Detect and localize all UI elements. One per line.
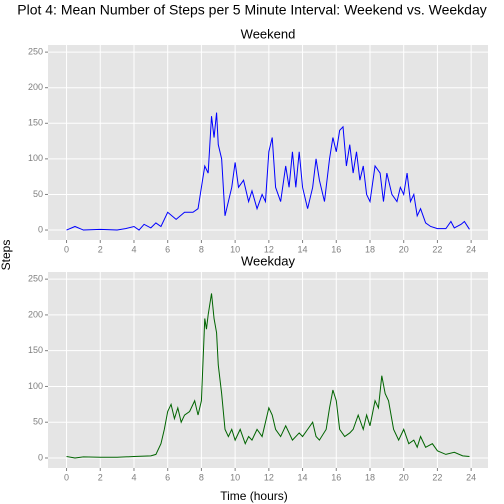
y-tick-label: 0 — [38, 224, 43, 234]
x-tick-label: 10 — [230, 244, 240, 254]
panel-title: Weekend — [241, 26, 296, 41]
x-tick-label: 14 — [298, 244, 308, 254]
x-tick-label: 20 — [399, 244, 409, 254]
x-tick-label: 2 — [98, 472, 103, 482]
x-tick-label: 24 — [466, 472, 476, 482]
x-tick-label: 12 — [264, 244, 274, 254]
x-tick-label: 6 — [165, 472, 170, 482]
x-tick-label: 24 — [466, 244, 476, 254]
panel-background — [48, 272, 488, 468]
y-tick-label: 150 — [28, 345, 43, 355]
y-tick-label: 0 — [38, 452, 43, 462]
data-line — [66, 293, 470, 459]
x-tick-label: 22 — [432, 244, 442, 254]
x-tick-label: 18 — [365, 244, 375, 254]
x-tick-label: 6 — [165, 244, 170, 254]
y-tick-label: 100 — [28, 381, 43, 391]
y-tick-label: 50 — [33, 189, 43, 199]
x-tick-label: 0 — [64, 472, 69, 482]
y-tick-label: 250 — [28, 46, 43, 56]
x-tick-label: 0 — [64, 244, 69, 254]
x-tick-label: 12 — [264, 472, 274, 482]
x-tick-label: 10 — [230, 472, 240, 482]
y-axis-label: Steps — [0, 240, 13, 271]
y-tick-label: 200 — [28, 82, 43, 92]
y-tick-label: 50 — [33, 417, 43, 427]
y-tick-label: 150 — [28, 118, 43, 128]
data-line — [66, 112, 470, 231]
x-tick-label: 4 — [131, 472, 136, 482]
panel-background — [48, 45, 488, 240]
x-tick-label: 4 — [131, 244, 136, 254]
panel-title: Weekday — [241, 253, 295, 268]
y-tick-label: 250 — [28, 274, 43, 284]
y-tick-label: 200 — [28, 309, 43, 319]
x-tick-label: 2 — [98, 244, 103, 254]
x-tick-label: 16 — [331, 244, 341, 254]
x-tick-label: 16 — [331, 472, 341, 482]
x-axis-label: Time (hours) — [220, 489, 288, 503]
chart-title: Plot 4: Mean Number of Steps per 5 Minut… — [17, 2, 487, 18]
x-tick-label: 14 — [298, 472, 308, 482]
x-tick-label: 18 — [365, 472, 375, 482]
x-tick-label: 8 — [199, 472, 204, 482]
y-tick-label: 100 — [28, 153, 43, 163]
x-tick-label: 8 — [199, 244, 204, 254]
x-tick-label: 20 — [399, 472, 409, 482]
x-tick-label: 22 — [432, 472, 442, 482]
